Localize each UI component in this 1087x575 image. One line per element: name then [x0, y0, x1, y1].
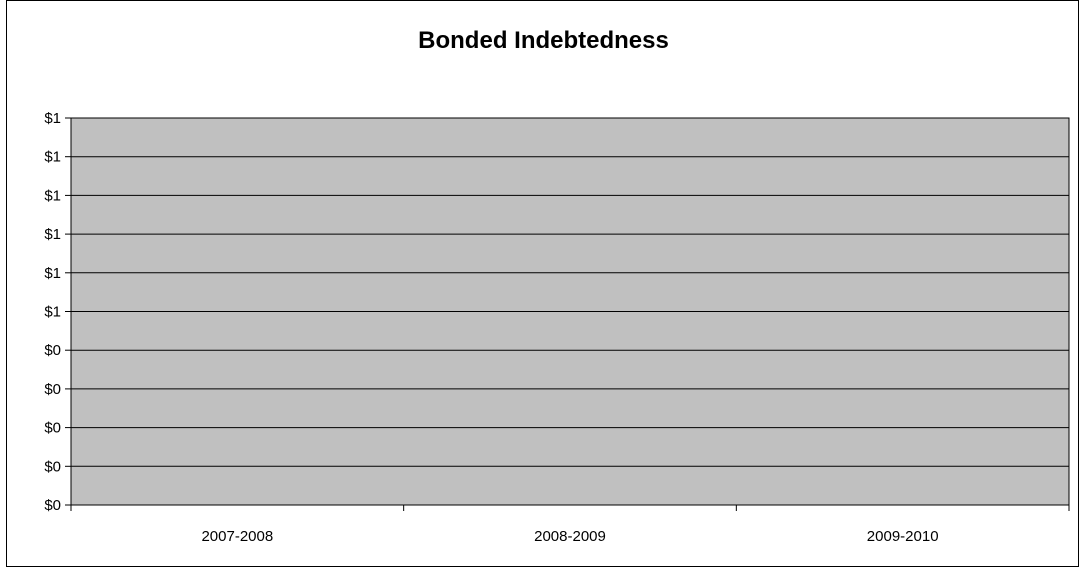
- y-tick-label: $1: [44, 304, 61, 321]
- axes: [65, 117, 1070, 511]
- gridlines: [71, 156, 1069, 467]
- y-tick-label: $1: [44, 265, 61, 282]
- y-tick-label: $0: [44, 497, 61, 514]
- x-tick-label: 2007-2008: [201, 528, 273, 545]
- y-tick-label: $1: [44, 149, 61, 166]
- y-tick-label: $1: [44, 226, 61, 243]
- y-tick-label: $0: [44, 420, 61, 437]
- y-tick-label: $0: [44, 342, 61, 359]
- chart-title: Bonded Indebtedness: [418, 27, 669, 54]
- tick-labels: $0 $0 $0 $0 $0 $1 $1 $1 $1 $1 $1 2007-2008 2008-2009…: [44, 110, 938, 545]
- y-tick-label: $1: [44, 110, 61, 127]
- x-tick-label: 2008-2009: [534, 528, 606, 545]
- y-tick-label: $0: [44, 381, 61, 398]
- y-tick-label: $0: [44, 458, 61, 475]
- y-tick-label: $1: [44, 187, 61, 204]
- x-tick-label: 2009-2010: [867, 528, 939, 545]
